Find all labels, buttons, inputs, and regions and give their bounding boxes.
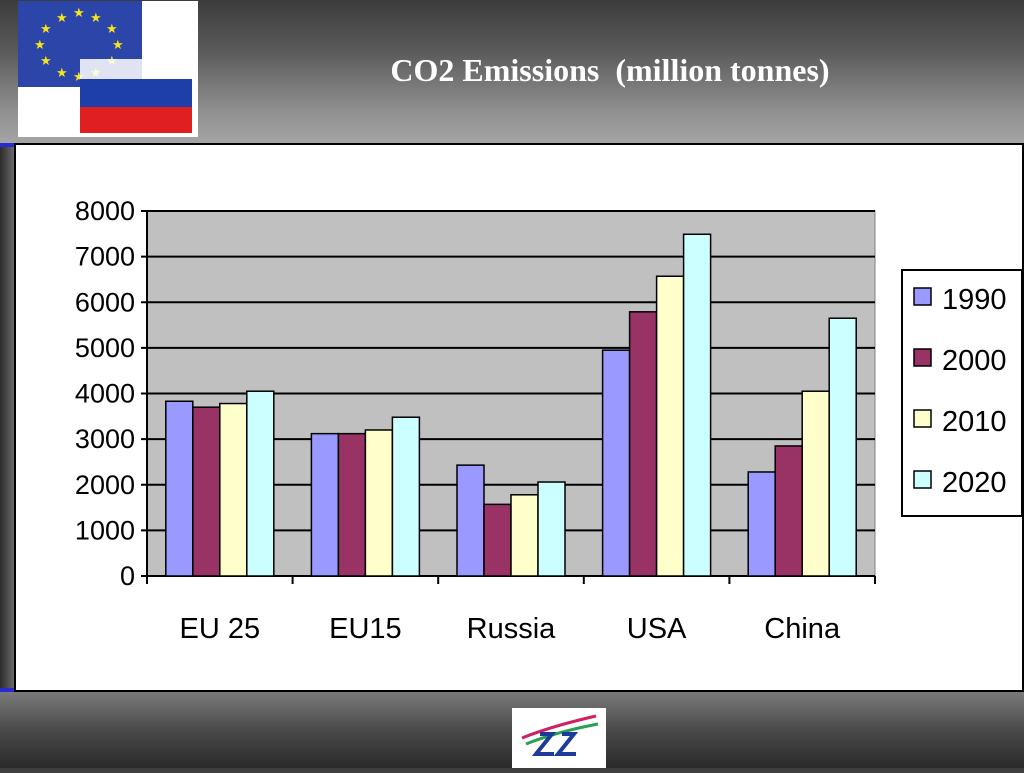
organization-logo-icon [512, 708, 606, 768]
svg-text:★: ★ [56, 11, 68, 26]
slide-accent-mark [0, 688, 14, 692]
bar [537, 481, 566, 577]
bar [192, 406, 221, 577]
bar [774, 445, 803, 577]
bar [456, 464, 485, 577]
svg-text:★: ★ [73, 6, 85, 21]
bar [628, 311, 658, 577]
slide-accent-mark [0, 143, 14, 147]
bar [828, 317, 857, 577]
svg-text:★: ★ [90, 11, 102, 26]
svg-text:★: ★ [40, 22, 52, 37]
bar-chart: 0 1000 2000 3000 4000 5000 6000 7000 8000 EU 25 EU… [75, 196, 1022, 645]
bar [165, 400, 194, 577]
svg-text:★: ★ [56, 66, 68, 81]
svg-text:★: ★ [40, 54, 52, 69]
bar [601, 349, 631, 577]
svg-text:★: ★ [106, 22, 118, 37]
bar [747, 471, 776, 577]
page-title: CO2 Emissions (million tonnes) [390, 52, 830, 88]
y-tick-label: 5000 [75, 333, 135, 363]
x-tick-label: EU 25 [179, 613, 260, 645]
x-tick-label: Russia [467, 613, 557, 645]
bar [655, 275, 685, 577]
x-tick-label: USA [627, 613, 687, 645]
legend-label: 1990 [942, 284, 1007, 316]
bar [510, 494, 539, 577]
legend-swatch [913, 287, 932, 306]
legend-label: 2010 [942, 406, 1007, 438]
bar [682, 233, 712, 577]
y-tick-label: 3000 [75, 424, 135, 454]
legend-label: 2020 [942, 467, 1007, 499]
bar [801, 390, 830, 577]
legend-swatch [913, 409, 932, 428]
bar [391, 416, 421, 577]
y-tick-label: 8000 [75, 196, 135, 226]
legend-swatch [913, 348, 932, 367]
x-tick-label: China [764, 613, 841, 645]
bar [219, 402, 248, 577]
bar [337, 432, 367, 577]
chart-panel: 0 1000 2000 3000 4000 5000 6000 7000 8000 EU 25 EU… [14, 143, 1024, 692]
x-tick-label: EU15 [329, 613, 402, 645]
bar [364, 429, 394, 577]
slide-left-edge [0, 145, 14, 692]
svg-text:★: ★ [34, 38, 46, 53]
svg-text:★: ★ [112, 38, 124, 53]
y-tick-label: 1000 [75, 515, 135, 545]
y-tick-label: 0 [120, 561, 135, 591]
legend-swatch [913, 470, 932, 489]
bar [483, 503, 512, 577]
y-tick-label: 6000 [75, 287, 135, 317]
y-tick-label: 2000 [75, 470, 135, 500]
y-tick-label: 7000 [75, 242, 135, 272]
y-tick-label: 4000 [75, 379, 135, 409]
bar [310, 432, 340, 577]
eu-russia-flags-icon: ★★★ ★★★ ★★★ ★★★ [18, 1, 198, 137]
legend-label: 2000 [942, 345, 1007, 377]
bar [246, 390, 275, 577]
svg-text:★: ★ [73, 70, 85, 85]
